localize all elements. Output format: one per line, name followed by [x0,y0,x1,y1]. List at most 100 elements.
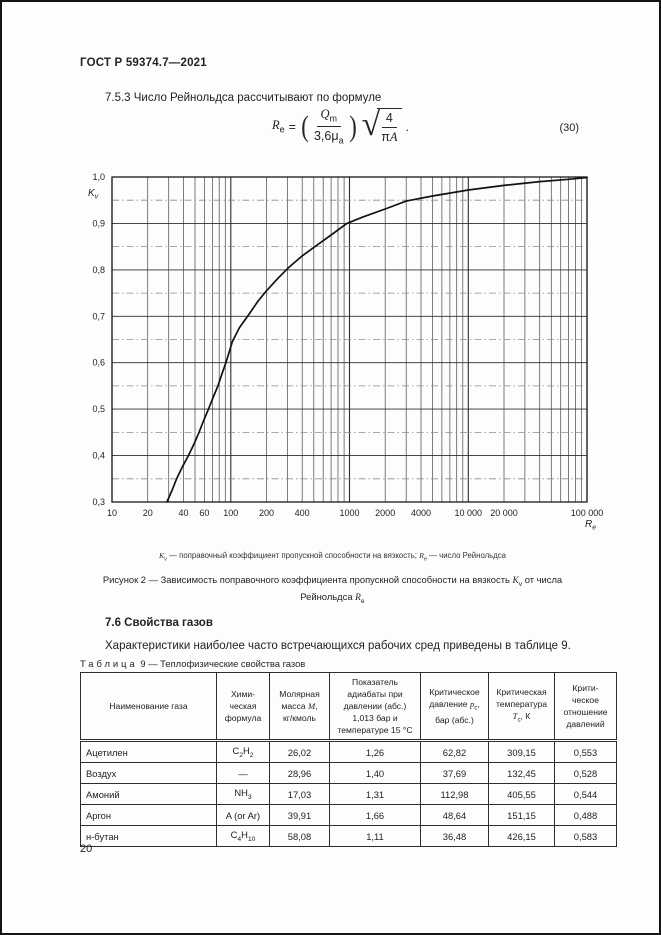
table-cell: 48,64 [420,804,489,826]
kv-curve [166,176,588,503]
formula-period: . [405,119,409,134]
root-denominator: πA [381,130,398,145]
column-header: Показатель адиабаты при давлении (абс.) … [329,672,421,742]
fraction: Qm 3,6μа [314,106,344,147]
table-cell: 58,08 [269,825,330,847]
table-cell: Ацетилен [80,740,217,763]
x-tick-label: 20 000 [490,508,518,518]
section-7-6-heading: 7.6 Свойства газов [105,617,213,629]
x-tick-label: 20 [143,508,153,518]
table-cell: NH3 [216,783,270,805]
table-cell: 132,45 [488,762,555,784]
y-tick-label: 0,9 [92,218,105,228]
table-cell: 26,02 [269,740,330,763]
x-tick-label: 2000 [375,508,395,518]
close-paren: ) [348,109,357,143]
column-header: Наименование газа [80,672,217,742]
x-tick-label: 10 [107,508,117,518]
table-cell: 1,11 [329,825,421,847]
table-cell: 1,31 [329,783,421,805]
equals-sign: = [288,119,296,134]
y-tick-label: 0,4 [92,451,105,461]
table-label-title: — Теплофизические свойства газов [148,658,306,669]
paragraph-7-5-3: 7.5.3 Число Рейнольдса рассчитывают по ф… [105,92,382,104]
y-tick-label: 0,3 [92,497,105,507]
table-cell: 151,15 [488,804,555,826]
kv-re-chart-svg: 1,0 0,9 0,8 0,7 0,6 0,5 0,4 0,310 20 40 60 100 200 40… [88,172,604,532]
x-axis-label: Re [585,519,596,532]
radical-sign-icon: √ [361,106,381,144]
table-cell: 0,544 [554,783,617,805]
column-header: Крити- ческое отношение давлений [554,672,617,742]
table-cell: 39,91 [269,804,330,826]
x-tick-label: 100 [223,508,238,518]
table-header-row: Наименование газа Хими- ческая формула Мол… [80,672,617,742]
table-cell: 36,48 [420,825,489,847]
column-header: Хими- ческая формула [216,672,270,742]
table-cell: н-бутан [80,825,217,847]
table-cell: C2H2 [216,740,270,763]
table-cell: 405,55 [488,783,555,805]
table-cell: 1,66 [329,804,421,826]
table-row: Воздух —28,96 1,40 37,69 132,45 0,528 [80,762,617,784]
standard-code-header: ГОСТ Р 59374.7—2021 [80,57,207,69]
gas-properties-table: Наименование газа Хими- ческая формула Мол… [80,672,617,847]
page-number: 20 [80,843,93,855]
table-cell: C4H10 [216,825,270,847]
x-tick-label: 40 [178,508,188,518]
y-tick-label: 0,8 [92,265,105,275]
equation-number: (30) [559,122,579,134]
table-cell: 1,40 [329,762,421,784]
column-header: Молярная масса М, кг/кмоль [269,672,330,742]
x-tick-label: 10 000 [455,508,483,518]
table-row: н-бутан C4H10 58,08 1,11 36,48 426,15 0,583 [80,825,617,847]
table-cell: 1,26 [329,740,421,763]
column-header: Критическое давление pс, бар (абс.) [420,672,489,742]
table-cell: 0,583 [554,825,617,847]
section-7-6-paragraph: Характеристики наиболее часто встречающи… [105,640,571,652]
formula-block: Re = ( Qm 3,6μа ) √ 4 πA . (30) [2,106,659,147]
table-cell: Воздух [80,762,217,784]
figure-caption: Рисунок 2 — Зависимость поправочного коэ… [102,574,563,605]
fraction-denominator: 3,6μа [313,129,344,146]
table-cell: 0,528 [554,762,617,784]
open-paren: ( [301,109,309,143]
table-cell: 37,69 [420,762,489,784]
figure-legend: Kv — поправочный коэффициент пропускной … [158,551,507,563]
formula-lhs: Re [272,118,285,135]
root-fraction: 4 πA [381,110,397,146]
y-axis-label: Kv [88,188,99,201]
table-cell: — [216,762,270,784]
x-tick-label: 60 [199,508,209,518]
table-cell: 112,98 [420,783,489,805]
x-tick-label: 200 [259,508,274,518]
x-tick-label: 400 [295,508,310,518]
table-cell: A (or Ar) [216,804,270,826]
table-cell: Аргон [80,804,217,826]
root-numerator: 4 [381,110,397,129]
fraction-numerator: Qm [316,106,342,128]
column-header: Критическая температура Tс, К [488,672,555,742]
table-label: Таблица 9 — Теплофизические свойства газ… [80,658,305,669]
x-tick-label: 1000 [339,508,359,518]
table-row: Ацетилен C2H2 26,02 1,26 62,82 309,15 0,553 [80,740,617,763]
table-label-word: Таблица [80,658,138,669]
kv-re-chart: 1,0 0,9 0,8 0,7 0,6 0,5 0,4 0,3 10 20 40 60 100 200 40… [74,168,642,532]
table-cell: 62,82 [420,740,489,763]
plot-frame [111,176,588,503]
y-tick-label: 0,5 [92,404,105,414]
x-tick-label: 100 000 [571,508,604,518]
reynolds-formula: Re = ( Qm 3,6μа ) √ 4 πA . [272,106,409,147]
table-cell: 17,03 [269,783,330,805]
radicand: 4 πA [377,107,402,146]
table-cell: 28,96 [269,762,330,784]
table-row: Амоний NH3 17,03 1,31 112,98 405,55 0,544 [80,783,617,805]
y-tick-label: 0,6 [92,358,105,368]
y-tick-label: 1,0 [92,172,105,182]
table-cell: Амоний [80,783,217,805]
table-cell: 0,488 [554,804,617,826]
table-row: Аргон A (or Ar) 39,91 1,66 48,64 151,15 0,488 [80,804,617,826]
y-tick-label: 0,7 [92,311,105,321]
square-root: √ 4 πA [362,108,402,146]
